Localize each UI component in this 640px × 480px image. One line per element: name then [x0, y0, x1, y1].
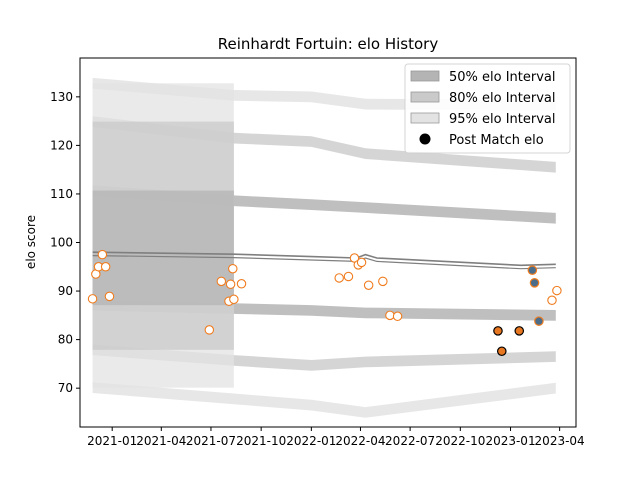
points-group	[87, 249, 562, 357]
elo-point	[343, 271, 354, 282]
legend-label: 80% elo Interval	[449, 91, 556, 106]
y-tick-label: 120	[50, 138, 73, 152]
legend: 50% elo Interval 80% elo Interval 95% elo …	[404, 63, 571, 154]
elo-point	[378, 276, 388, 287]
y-tick-label: 110	[50, 187, 73, 201]
elo-point	[204, 325, 215, 335]
y-tick-label: 90	[58, 284, 73, 298]
elo-point	[225, 279, 236, 290]
legend-marker-post-match	[419, 133, 431, 145]
band-50-early-block	[92, 190, 234, 306]
elo-point-recent	[529, 277, 540, 288]
x-tick-label: 2021-10	[236, 434, 286, 448]
legend-label: 50% elo Interval	[449, 70, 556, 85]
x-tick-label: 2022-07	[385, 434, 435, 448]
elo-point	[356, 257, 367, 268]
elo-point	[552, 285, 562, 296]
x-tick-label: 2022-10	[435, 434, 485, 448]
elo-point-recent	[527, 265, 538, 275]
mean-elo-line	[92, 251, 556, 267]
elo-point	[363, 280, 374, 290]
elo-point-filled	[496, 346, 507, 357]
x-tick-label: 2022-01	[286, 434, 336, 448]
x-tick-label: 2023-01	[485, 434, 535, 448]
elo-point	[392, 311, 403, 322]
x-tick-label: 2021-04	[136, 434, 186, 448]
elo-point	[228, 263, 238, 274]
interval-bands	[92, 77, 556, 418]
elo-point	[100, 262, 111, 272]
x-tick-label: 2021-07	[186, 434, 236, 448]
elo-point	[87, 294, 98, 304]
band-80-line-1	[92, 344, 556, 371]
y-tick-label: 130	[50, 90, 73, 104]
x-tick-label: 2022-04	[335, 434, 385, 448]
chart-title: Reinhardt Fortuin: elo History	[218, 35, 439, 53]
y-axis-ticks: 70 80 90 100 110 120 130	[50, 90, 80, 395]
elo-point	[547, 295, 557, 306]
elo-point	[334, 273, 344, 283]
y-tick-label: 80	[58, 333, 73, 347]
legend-swatch-80	[410, 91, 440, 103]
legend-box	[404, 63, 571, 154]
elo-point-filled	[493, 326, 503, 336]
elo-point	[97, 249, 108, 260]
y-axis-label: elo score	[24, 215, 38, 269]
elo-point	[104, 291, 115, 302]
elo-point	[385, 310, 395, 321]
elo-point	[216, 276, 227, 287]
y-tick-label: 100	[50, 236, 73, 250]
elo-point	[229, 294, 239, 305]
elo-point-filled	[514, 326, 525, 336]
band-95-line-1	[92, 382, 556, 418]
elo-point	[236, 279, 247, 289]
x-tick-label: 2023-04	[535, 434, 585, 448]
y-tick-label: 70	[58, 381, 73, 395]
elo-point-recent	[534, 316, 544, 326]
legend-swatch-95	[410, 112, 440, 124]
legend-label: Post Match elo	[449, 133, 544, 148]
legend-swatch-50	[410, 70, 440, 82]
x-tick-label: 2021-01	[87, 434, 137, 448]
legend-label: 95% elo Interval	[449, 112, 556, 127]
